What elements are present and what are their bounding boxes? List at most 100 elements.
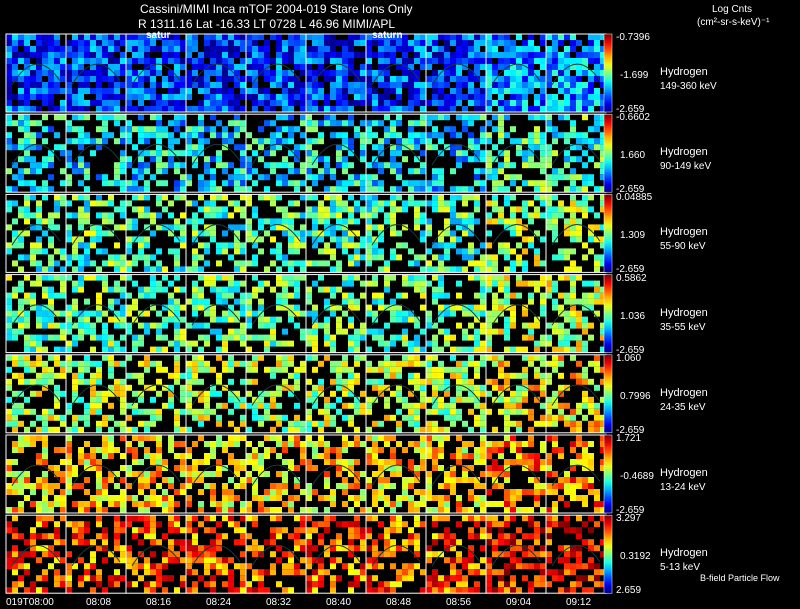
skymap-pixel (168, 477, 174, 483)
skymap-pixel (168, 435, 174, 441)
skymap-pixel (228, 162, 234, 169)
skymap-pixel (120, 186, 126, 193)
skymap-pixel (336, 132, 342, 139)
skymap-pixel (582, 390, 588, 397)
skymap-pixel (576, 378, 582, 385)
skymap-pixel (138, 340, 144, 347)
skymap-pixel (150, 280, 156, 287)
skymap-pixel (60, 507, 66, 513)
skymap-pixel (498, 162, 504, 169)
skymap-pixel (456, 280, 462, 287)
skymap-pixel (36, 459, 42, 465)
skymap-pixel (66, 100, 72, 106)
skymap-pixel (318, 58, 324, 64)
skymap-pixel (222, 489, 228, 495)
skymap-pixel (492, 396, 498, 403)
skymap-pixel (78, 360, 84, 367)
skymap-pixel (396, 426, 402, 433)
skymap-pixel (84, 569, 90, 576)
skymap-pixel (222, 194, 228, 201)
skymap-pixel (234, 40, 240, 46)
skymap-pixel (378, 58, 384, 64)
skymap-pixel (438, 304, 444, 311)
skymap-pixel (576, 200, 582, 207)
skymap-pixel (570, 106, 576, 112)
skymap-pixel (396, 459, 402, 465)
skymap-pixel (84, 310, 90, 317)
skymap-pixel (54, 495, 60, 501)
skymap-pixel (306, 212, 312, 219)
skymap-pixel (414, 34, 420, 40)
skymap-pixel (102, 447, 108, 453)
skymap-pixel (30, 94, 36, 100)
skymap-pixel (234, 483, 240, 489)
skymap-pixel (432, 426, 438, 433)
skymap-pixel (108, 100, 114, 106)
skymap-pixel (594, 88, 600, 94)
skymap-pixel (528, 354, 534, 361)
skymap-pixel (48, 501, 54, 507)
skymap-pixel (438, 168, 444, 175)
skymap-pixel (138, 396, 144, 403)
skymap-pixel (78, 372, 84, 379)
skymap-pixel (504, 507, 510, 513)
skymap-pixel (330, 286, 336, 293)
skymap-pixel (414, 144, 420, 151)
skymap-pixel (384, 40, 390, 46)
skymap-pixel (144, 366, 150, 373)
skymap-pixel (474, 52, 480, 58)
skymap-pixel (486, 322, 492, 329)
skymap-pixel (240, 40, 246, 46)
skymap-pixel (24, 316, 30, 323)
skymap-pixel (72, 266, 78, 273)
skymap-pixel (12, 316, 18, 323)
skymap-pixel (24, 138, 30, 145)
skymap-pixel (474, 334, 480, 341)
skymap-pixel (48, 304, 54, 311)
skymap-pixel (114, 64, 120, 70)
skymap-pixel (438, 180, 444, 187)
skymap-pixel (294, 378, 300, 385)
skymap-pixel (432, 88, 438, 94)
skymap-pixel (18, 378, 24, 385)
skymap-pixel (342, 144, 348, 151)
skymap-pixel (18, 212, 24, 219)
skymap-pixel (306, 70, 312, 76)
skymap-pixel (354, 94, 360, 100)
skymap-pixel (258, 94, 264, 100)
skymap-pixel (336, 218, 342, 225)
skymap-pixel (210, 366, 216, 373)
skymap-pixel (366, 138, 372, 145)
skymap-pixel (300, 224, 306, 231)
skymap-pixel (30, 70, 36, 76)
skymap-pixel (192, 372, 198, 379)
skymap-pixel (114, 114, 120, 121)
skymap-pixel (126, 186, 132, 193)
skymap-pixel (96, 292, 102, 299)
skymap-pixel (480, 58, 486, 64)
skymap-pixel (54, 82, 60, 88)
skymap-pixel (342, 384, 348, 391)
skymap-pixel (174, 100, 180, 106)
skymap-pixel (564, 483, 570, 489)
skymap-pixel (222, 52, 228, 58)
skymap-pixel (258, 248, 264, 255)
skymap-pixel (552, 58, 558, 64)
skymap-pixel (348, 274, 354, 281)
skymap-pixel (42, 366, 48, 373)
skymap-pixel (216, 82, 222, 88)
skymap-pixel (84, 575, 90, 582)
skymap-pixel (552, 346, 558, 353)
skymap-pixel (156, 346, 162, 353)
skymap-pixel (396, 88, 402, 94)
skymap-pixel (42, 551, 48, 558)
skymap-pixel (540, 378, 546, 385)
skymap-pixel (426, 310, 432, 317)
skymap-pixel (426, 76, 432, 82)
skymap-pixel (174, 304, 180, 311)
skymap-pixel (300, 94, 306, 100)
skymap-pixel (360, 138, 366, 145)
skymap-pixel (558, 248, 564, 255)
skymap-pixel (576, 408, 582, 415)
skymap-pixel (126, 266, 132, 273)
